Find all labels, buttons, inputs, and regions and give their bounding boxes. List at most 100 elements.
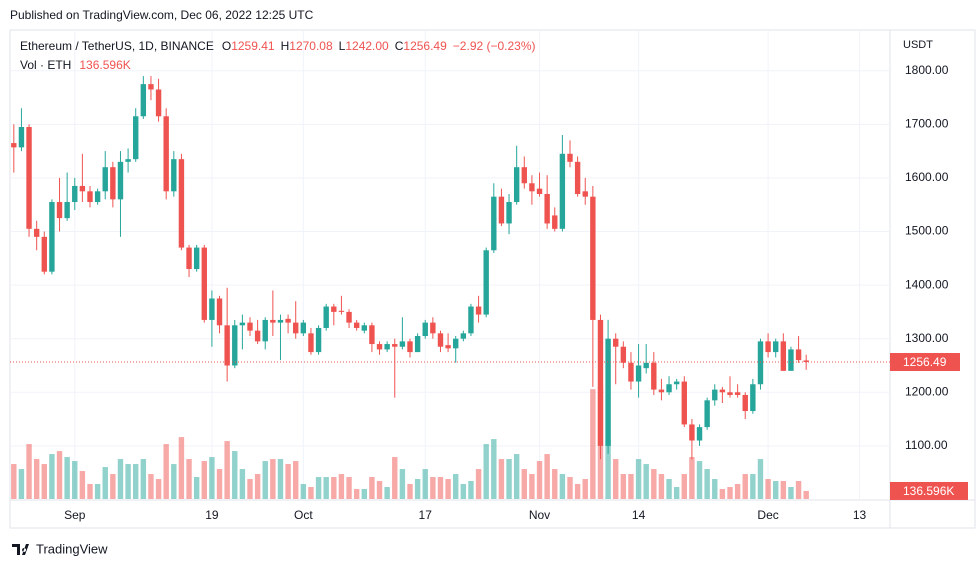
candle-body <box>353 322 360 328</box>
volume-bar <box>689 457 695 499</box>
volume-legend-line: Vol · ETH 136.596K <box>20 58 131 72</box>
candle-body <box>361 325 367 331</box>
candle-body <box>64 202 70 219</box>
x-tick-label: Dec <box>757 508 778 522</box>
candle-body <box>216 298 223 326</box>
candle-body <box>613 338 619 347</box>
volume-bar <box>643 464 649 499</box>
volume-bar <box>163 444 169 499</box>
volume-bar <box>247 479 253 499</box>
candle-body <box>254 330 261 342</box>
volume-bar <box>94 484 101 499</box>
candle-body <box>300 322 307 334</box>
volume-bar <box>239 469 246 499</box>
candle-body <box>750 384 756 412</box>
symbol: Ethereum / TetherUS, 1D, BINANCE <box>20 39 214 53</box>
brand-logo <box>12 544 29 555</box>
volume-bar <box>33 459 40 499</box>
candle-body <box>757 341 764 385</box>
candle-body <box>414 336 421 353</box>
volume-bar <box>41 464 47 499</box>
candle-body <box>102 167 108 192</box>
x-tick-label: Oct <box>294 508 313 522</box>
candle-body <box>506 202 512 224</box>
ohlc-value: 1270.08 <box>289 39 333 53</box>
volume-bar <box>475 469 482 499</box>
candle-body <box>270 319 276 323</box>
volume-value: 136.596K <box>79 58 130 72</box>
candle-body <box>582 191 588 197</box>
volume-bar <box>376 481 383 499</box>
candle-body <box>445 345 451 349</box>
y-tick-label: 1200.00 <box>905 384 949 398</box>
candles <box>11 76 809 460</box>
volume-bar <box>590 389 596 499</box>
volume-bar <box>491 439 497 499</box>
volume-bar <box>727 487 733 499</box>
candle-body <box>673 381 680 385</box>
candle-body <box>148 84 154 90</box>
volume-bar <box>293 461 299 499</box>
volume-bar <box>757 459 764 499</box>
volume-bar <box>49 454 55 499</box>
candle-body <box>704 400 710 428</box>
volume-bar <box>734 484 741 499</box>
volume-bar <box>353 489 360 499</box>
volume-bar <box>483 444 489 499</box>
volume-bar <box>72 461 78 499</box>
candle-body <box>186 247 192 270</box>
candle-body <box>491 196 497 251</box>
candle-body <box>26 127 32 229</box>
volume-bar <box>803 490 809 499</box>
volume-bar <box>666 479 672 499</box>
volume-bar <box>125 464 131 499</box>
candle-body <box>133 116 139 160</box>
candle-body <box>521 167 527 184</box>
candle-body <box>11 143 17 148</box>
volume-bar <box>414 479 421 499</box>
candle-body <box>315 327 322 353</box>
candle-body <box>140 84 147 117</box>
volume-bar <box>712 479 718 499</box>
volume-bar <box>521 469 527 499</box>
candle-body <box>41 236 47 272</box>
volume-bar <box>285 464 291 499</box>
candle-body <box>696 427 703 441</box>
candle-body <box>376 344 383 350</box>
legend-line: Ethereum / TetherUS, 1D, BINANCE O1259.41… <box>20 39 536 53</box>
volume-bar <box>407 484 413 499</box>
candle-body <box>559 153 566 229</box>
volume-bar <box>277 459 284 499</box>
candle-body <box>384 344 390 350</box>
volume-bar <box>788 487 794 499</box>
candle-body <box>87 191 93 203</box>
volume-bar <box>384 487 390 499</box>
volume-title: Vol · ETH <box>20 58 71 72</box>
published-note: Published on TradingView.com, Dec 06, 20… <box>10 8 314 22</box>
volume-bar <box>422 469 428 499</box>
ohlc: O1259.41 H1270.08 L1242.00 C1256.49 <box>222 39 447 53</box>
volume-bar <box>171 464 177 499</box>
volume-bar <box>574 484 581 499</box>
labels: 1100.00 1200.00 1300.00 1400.00 1500.00 1600.… <box>10 63 968 522</box>
x-tick-label: 14 <box>632 508 646 522</box>
volume-bar <box>338 474 345 499</box>
ohlc-key: H <box>281 39 290 53</box>
ohlc-key: O <box>222 39 231 53</box>
volume-bar <box>536 461 543 499</box>
candle-body <box>643 362 649 369</box>
ohlc-value: 1256.49 <box>403 39 447 53</box>
candle-body <box>689 424 695 441</box>
candle-body <box>163 116 169 192</box>
candle-body <box>765 341 771 353</box>
candle-body <box>338 310 345 312</box>
brand-name: TradingView <box>36 541 108 556</box>
grid <box>10 30 890 500</box>
candle-body <box>110 167 116 200</box>
volume-bar <box>605 439 611 499</box>
volume-bar <box>460 484 467 499</box>
volume-bar <box>300 484 307 499</box>
candle-body <box>72 185 78 203</box>
volume-bar <box>719 489 726 499</box>
